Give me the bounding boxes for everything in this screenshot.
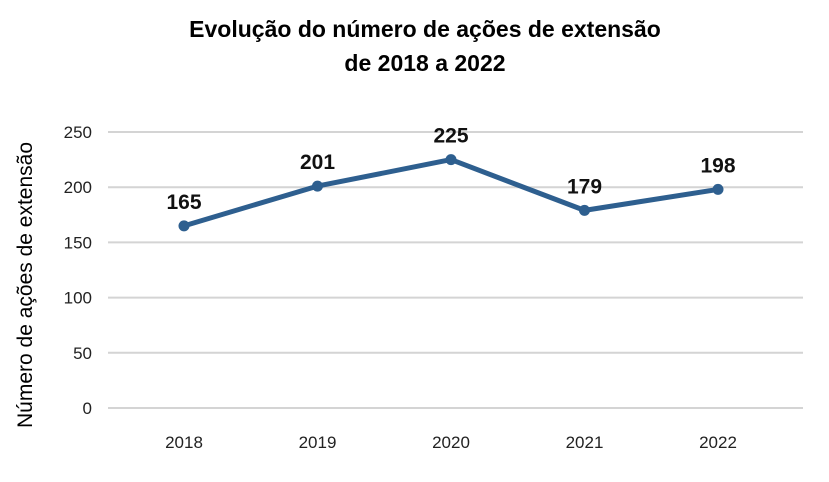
data-point	[579, 204, 590, 216]
data-labels: 165 201 225 179 198	[166, 125, 735, 214]
y-tick-labels: 0 50 100 150 200 250	[64, 123, 92, 418]
data-point	[312, 180, 323, 192]
x-tick-label: 2018	[165, 433, 203, 452]
y-axis-label: Número de ações de extensão	[14, 142, 37, 428]
chart-title-line-1: Evolução do número de ações de extensão	[189, 16, 661, 42]
x-tick-labels: 2018 2019 2020 2021 2022	[165, 433, 737, 452]
y-tick-label: 0	[83, 399, 92, 418]
y-tick-label: 250	[64, 123, 92, 142]
y-tick-label: 200	[64, 178, 92, 197]
x-tick-label: 2022	[699, 433, 737, 452]
data-label: 165	[166, 191, 201, 214]
x-tick-label: 2021	[566, 433, 604, 452]
y-tick-label: 100	[64, 289, 92, 308]
y-tick-label: 50	[73, 344, 92, 363]
data-label: 201	[300, 151, 335, 174]
series-line	[181, 157, 721, 229]
series-group	[178, 154, 724, 232]
data-point	[712, 183, 724, 195]
data-label: 179	[567, 175, 602, 198]
data-point	[445, 154, 457, 166]
y-tick-label: 150	[64, 233, 92, 252]
chart-title-line-2: de 2018 a 2022	[344, 50, 505, 76]
gridlines	[108, 131, 803, 409]
data-label: 198	[700, 154, 735, 177]
x-tick-label: 2020	[432, 433, 470, 452]
x-tick-label: 2019	[299, 433, 337, 452]
data-point	[178, 220, 190, 232]
data-label: 225	[433, 125, 468, 148]
